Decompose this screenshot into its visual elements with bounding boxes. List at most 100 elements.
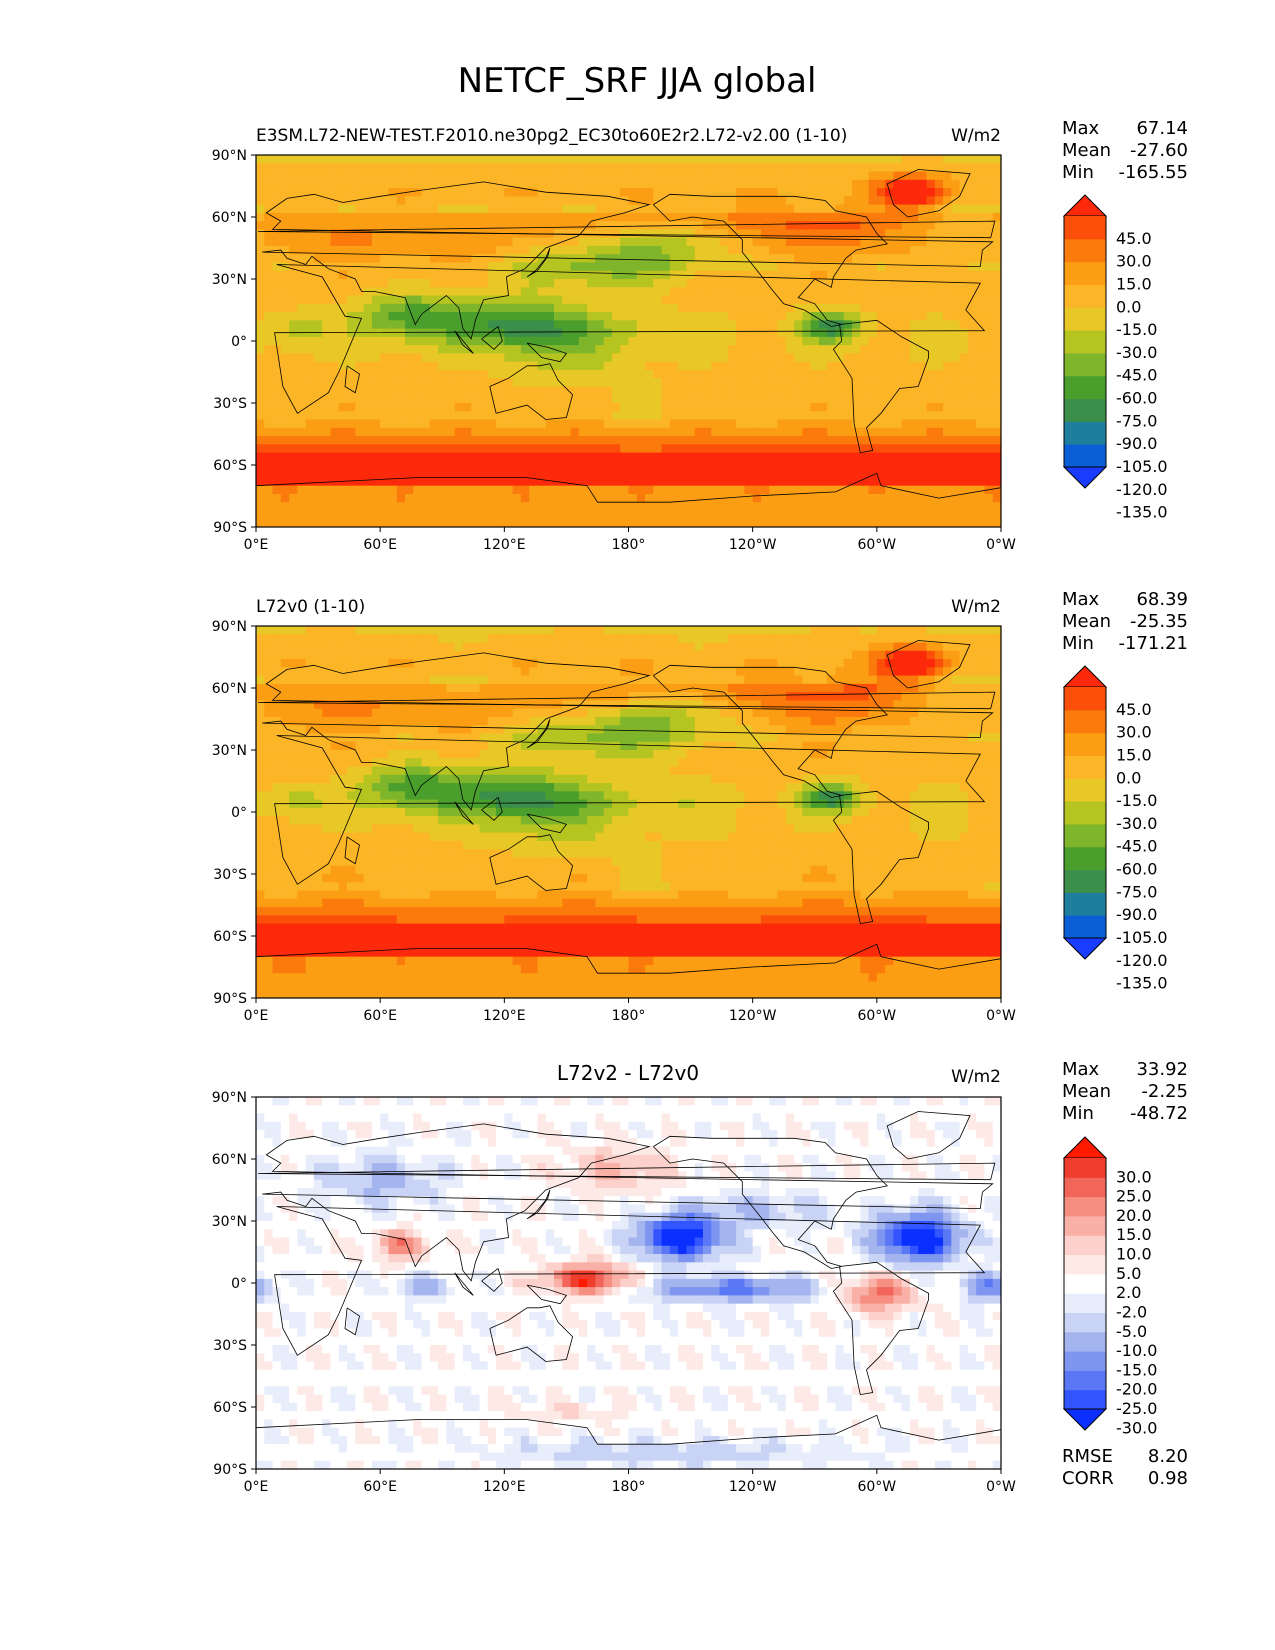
map-cell <box>967 692 977 701</box>
map-cell <box>578 659 588 668</box>
map-cell <box>405 188 414 197</box>
map-cell <box>438 378 447 388</box>
map-cell <box>537 328 547 338</box>
map-cell <box>686 634 696 644</box>
map-cell <box>570 155 580 164</box>
map-cell <box>686 237 696 247</box>
map-cell <box>454 692 464 701</box>
map-cell <box>852 419 861 429</box>
map-cell <box>438 179 447 189</box>
map-cell <box>628 287 638 297</box>
map-cell <box>512 634 522 644</box>
map-cell <box>338 361 348 371</box>
map-cell <box>951 328 961 338</box>
map-cell <box>611 204 621 214</box>
map-cell <box>272 626 282 635</box>
map-cell <box>901 659 911 668</box>
map-cell <box>967 163 977 173</box>
map-cell <box>628 303 638 313</box>
map-cell <box>818 312 828 321</box>
map-cell <box>338 460 348 470</box>
map-cell <box>462 419 472 429</box>
map-cell <box>818 155 828 164</box>
map-cell <box>396 675 406 685</box>
map-cell <box>297 163 307 173</box>
map-cell <box>388 179 398 189</box>
map-cell <box>264 328 274 338</box>
map-cell <box>438 675 447 685</box>
map-cell <box>413 163 423 173</box>
map-cell <box>678 427 688 437</box>
map-cell <box>901 188 911 197</box>
map-cell <box>794 469 803 478</box>
map-cell <box>603 419 613 429</box>
map-cell <box>711 502 721 512</box>
map-cell <box>727 262 737 272</box>
map-cell <box>992 411 1001 421</box>
map-cell <box>719 270 729 280</box>
map-cell <box>429 667 439 677</box>
map-cell <box>711 287 721 297</box>
map-cell <box>471 650 481 660</box>
map-cell <box>322 502 332 512</box>
map-cell <box>736 477 745 487</box>
map-cell <box>703 667 712 677</box>
map-cell <box>703 353 712 363</box>
map-cell <box>976 386 986 396</box>
map-cell <box>909 675 919 685</box>
map-cell <box>794 237 803 247</box>
map-cell <box>769 427 779 437</box>
map-cell <box>322 675 332 685</box>
map-cell <box>529 279 539 288</box>
map-cell <box>934 336 944 346</box>
map-cell <box>363 626 373 635</box>
map-cell <box>545 212 555 222</box>
map-cell <box>876 493 886 503</box>
map-cell <box>818 295 828 305</box>
map-cell <box>694 460 704 470</box>
map-cell <box>744 369 754 379</box>
map-cell <box>727 634 737 644</box>
map-cell <box>835 204 845 214</box>
map-cell <box>620 683 630 693</box>
colorbar-label: -60.0 <box>1116 389 1157 408</box>
map-cell <box>487 279 497 288</box>
map-cell <box>355 279 365 288</box>
map-cell <box>603 675 613 685</box>
map-cell <box>578 386 588 396</box>
map-cell <box>562 502 572 512</box>
map-cell <box>504 502 514 512</box>
map-cell <box>876 692 886 701</box>
map-cell <box>703 254 712 264</box>
map-cell <box>504 650 514 660</box>
map-cell <box>843 378 853 388</box>
map-cell <box>711 485 721 495</box>
map-cell <box>462 320 472 330</box>
map-cell <box>876 675 886 685</box>
map-cell <box>752 303 762 313</box>
map-cell <box>587 485 596 495</box>
map-cell <box>388 419 398 429</box>
map-cell <box>769 626 779 635</box>
map-cell <box>959 204 969 214</box>
map-cell <box>703 444 712 454</box>
map-cell <box>918 692 928 701</box>
map-cell <box>727 386 737 396</box>
map-cell <box>338 700 348 710</box>
map-cell <box>926 692 936 701</box>
map-cell <box>703 642 712 652</box>
map-cell <box>711 188 721 197</box>
map-cell <box>620 179 630 189</box>
map-cell <box>396 692 406 701</box>
map-cell <box>909 221 919 230</box>
colorbar-segment <box>1064 307 1106 331</box>
map-cell <box>661 320 671 330</box>
map-cell <box>413 196 423 206</box>
map-cell <box>313 386 323 396</box>
map-cell <box>918 460 928 470</box>
map-cell <box>992 163 1001 173</box>
map-cell <box>727 650 737 660</box>
map-cell <box>810 345 820 354</box>
colorbar-label: -75.0 <box>1116 411 1157 430</box>
map-cell <box>554 692 563 701</box>
